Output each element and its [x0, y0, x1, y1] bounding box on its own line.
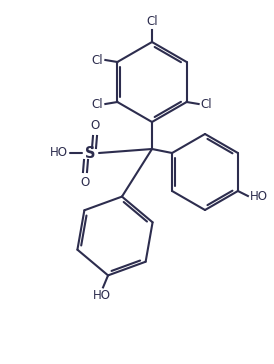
- Text: Cl: Cl: [92, 54, 103, 67]
- Text: O: O: [90, 119, 100, 132]
- Text: Cl: Cl: [201, 98, 212, 111]
- Text: Cl: Cl: [146, 15, 158, 28]
- Text: HO: HO: [93, 289, 111, 302]
- Text: S: S: [85, 146, 95, 162]
- Text: O: O: [80, 176, 90, 189]
- Text: Cl: Cl: [92, 98, 103, 111]
- Text: HO: HO: [250, 190, 268, 202]
- Text: HO: HO: [50, 146, 68, 159]
